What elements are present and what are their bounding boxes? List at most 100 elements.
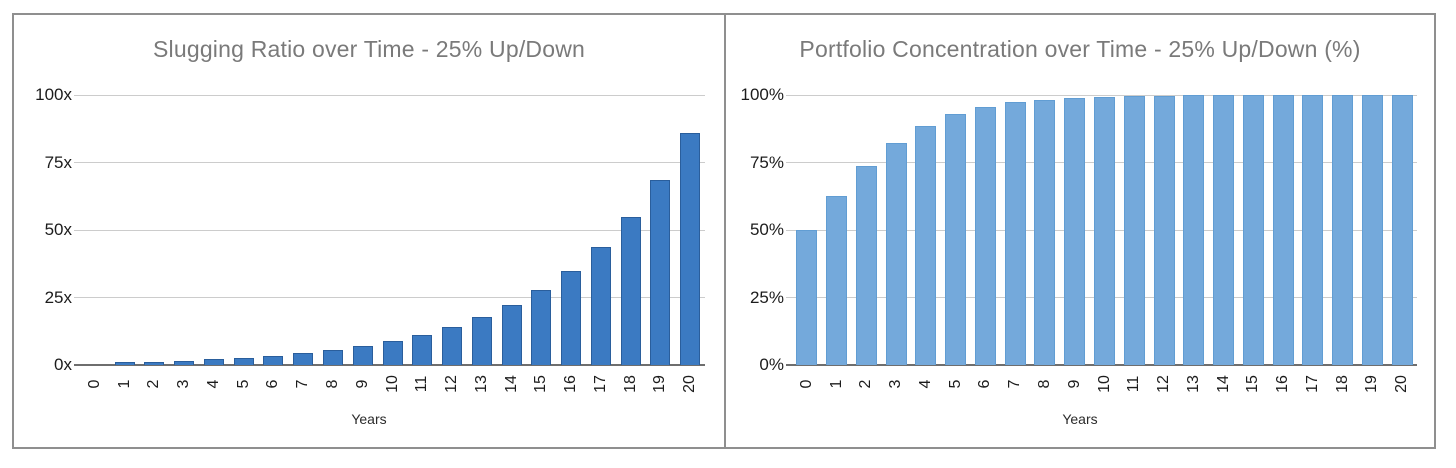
bar-year-2 <box>144 361 165 365</box>
x-tick-label: 6 <box>264 379 282 389</box>
bar-year-10 <box>1094 96 1115 365</box>
two-chart-figure: Slugging Ratio over Time - 25% Up/Down 0… <box>12 13 1436 449</box>
x-tick-label: 10 <box>1095 375 1113 393</box>
y-tick-label: 75% <box>749 152 784 172</box>
x-axis-title: Years <box>351 411 387 427</box>
bar-year-9 <box>352 346 373 365</box>
bar-year-14 <box>1213 95 1235 365</box>
bar-year-10 <box>382 341 403 365</box>
x-tick-label: 9 <box>353 379 371 389</box>
gridline-75x <box>74 162 705 163</box>
x-tick-label: 17 <box>1303 375 1321 393</box>
plot-area: 0 1 2 3 4 5 6 7 8 9 10 11 12 13 14 15 16 17 18 19 20 <box>786 94 1417 393</box>
x-tick-label: 8 <box>1035 379 1053 389</box>
bar-year-3 <box>174 360 195 365</box>
bar-year-20 <box>1391 95 1413 365</box>
x-tick-label: 16 <box>1274 375 1292 393</box>
x-tick-label: 7 <box>1006 379 1024 389</box>
x-tick-label: 15 <box>1244 375 1262 393</box>
x-tick-label: 7 <box>294 379 312 389</box>
bar-year-11 <box>1123 96 1145 365</box>
bar-year-7 <box>293 353 314 365</box>
x-tick-label: 2 <box>145 379 163 389</box>
y-tick-label: 100x <box>35 85 72 104</box>
bar-year-12 <box>442 327 463 365</box>
x-tick-label: 10 <box>383 375 401 393</box>
x-axis-title: Years <box>1062 411 1098 427</box>
y-tick-label: 0x <box>54 355 72 374</box>
bar-year-15 <box>1242 95 1264 365</box>
bar-year-9 <box>1064 97 1086 365</box>
x-tick-label: 14 <box>1214 375 1232 393</box>
bar-year-13 <box>1183 95 1205 365</box>
bar-year-11 <box>412 335 433 365</box>
bar-year-18 <box>620 217 641 365</box>
bar-year-19 <box>1361 95 1383 365</box>
bar-year-12 <box>1153 95 1175 365</box>
bar-year-8 <box>1034 99 1056 365</box>
bar-year-20 <box>680 132 701 365</box>
x-tick-label: 4 <box>204 379 222 389</box>
y-tick-label: 25x <box>44 287 72 307</box>
bar-year-4 <box>203 359 224 365</box>
x-tick-label: 11 <box>413 375 431 393</box>
x-tick-label: 9 <box>1065 379 1083 389</box>
bar-year-8 <box>322 350 343 365</box>
x-tick-label: 18 <box>1333 375 1351 393</box>
chart-title: Portfolio Concentration over Time - 25% … <box>799 36 1361 62</box>
bar-year-6 <box>263 355 284 365</box>
x-tick-label: 20 <box>681 375 699 393</box>
bar-year-6 <box>974 107 996 365</box>
x-tick-label: 17 <box>591 375 609 393</box>
x-tick-label: 12 <box>1155 375 1173 393</box>
x-tick-label: 0 <box>797 379 815 389</box>
bar-year-16 <box>561 270 582 365</box>
x-tick-label: 2 <box>857 379 875 389</box>
y-tick-label: 25% <box>749 287 784 307</box>
bar-year-17 <box>1302 95 1324 365</box>
x-tick-label: 13 <box>472 375 490 393</box>
x-tick-label: 13 <box>1184 375 1202 393</box>
bar-year-17 <box>590 246 611 365</box>
x-tick-label: 15 <box>532 375 550 393</box>
x-tick-label: 8 <box>323 379 341 389</box>
x-tick-label: 12 <box>443 375 461 393</box>
bar-year-15 <box>531 289 552 365</box>
x-tick-label: 3 <box>175 379 193 389</box>
gridline-100x <box>74 94 705 96</box>
y-tick-label: 50x <box>44 220 72 239</box>
bar-year-18 <box>1332 95 1354 365</box>
x-tick-label: 1 <box>827 379 845 389</box>
x-tick-label: 20 <box>1393 375 1411 393</box>
x-tick-label: 5 <box>234 379 252 389</box>
chart-panel-slugging-ratio: Slugging Ratio over Time - 25% Up/Down 0… <box>14 15 724 447</box>
x-axis-line <box>786 364 1417 366</box>
chart-panel-portfolio-concentration: Portfolio Concentration over Time - 25% … <box>724 15 1434 447</box>
x-tick-label: 11 <box>1125 375 1143 393</box>
x-tick-label: 3 <box>887 379 905 389</box>
gridline-50x <box>74 229 705 231</box>
bar-year-16 <box>1272 95 1294 365</box>
bar-year-4 <box>915 125 937 365</box>
x-axis-line <box>74 364 705 366</box>
bar-year-1 <box>114 362 135 365</box>
y-tick-label: 100% <box>740 85 784 104</box>
x-tick-label: 4 <box>916 379 934 389</box>
y-tick-label: 0% <box>759 355 784 374</box>
bar-year-19 <box>650 179 671 365</box>
bar-year-5 <box>233 357 254 365</box>
x-tick-label: 5 <box>946 379 964 389</box>
plot-area: 0 1 2 3 4 5 6 7 8 9 10 11 12 13 14 15 16 17 18 19 20 <box>74 94 705 393</box>
x-tick-label: 18 <box>621 375 639 393</box>
x-tick-label: 19 <box>1363 375 1381 393</box>
chart-title: Slugging Ratio over Time - 25% Up/Down <box>152 36 586 62</box>
bar-year-3 <box>885 143 907 365</box>
bar-year-13 <box>471 317 492 365</box>
bar-year-7 <box>1004 102 1026 365</box>
y-tick-label: 75x <box>44 152 72 172</box>
bar-year-1 <box>826 196 848 365</box>
x-tick-label: 19 <box>651 375 669 393</box>
x-tick-label: 1 <box>115 379 133 389</box>
y-tick-label: 50% <box>749 220 784 239</box>
gridline-25x <box>74 297 705 298</box>
